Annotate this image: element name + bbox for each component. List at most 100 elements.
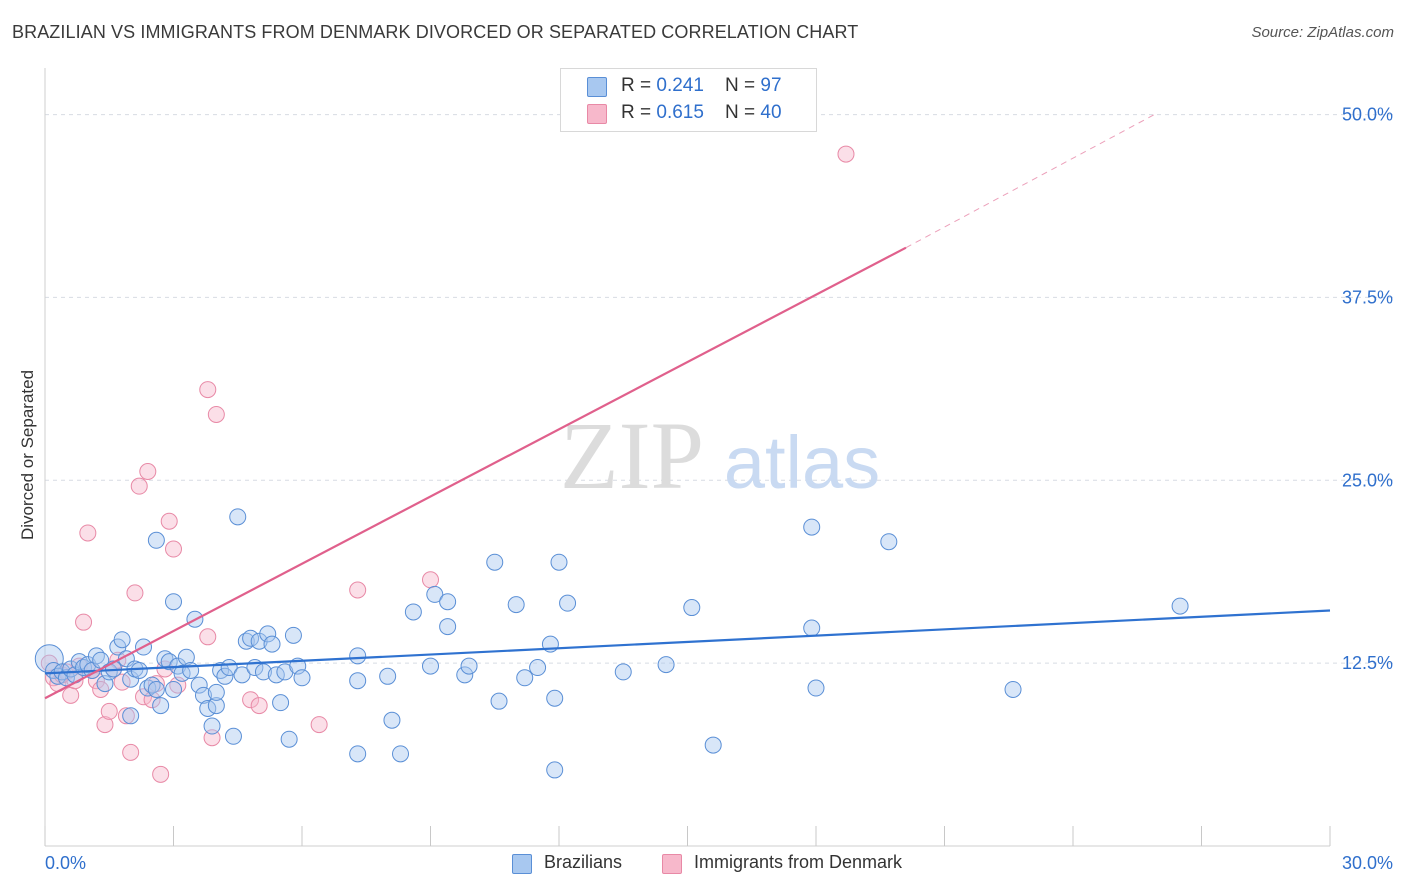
bottom-legend-label: Brazilians	[544, 852, 623, 872]
source-label: Source: ZipAtlas.com	[1251, 24, 1394, 41]
legend-r-value: 0.241	[656, 75, 704, 96]
blue-point	[160, 653, 178, 671]
watermark-zip: ZIP	[560, 402, 704, 509]
blue-point	[529, 659, 547, 677]
bottom-legend-swatch-blue	[512, 854, 532, 874]
pink-point	[165, 540, 182, 558]
blue-point	[254, 663, 272, 681]
legend-n-value: 40	[760, 102, 782, 123]
blue-point	[182, 661, 200, 679]
blue-point	[130, 661, 148, 679]
y-tick-label: 50.0%	[1342, 105, 1393, 125]
blue-point	[229, 508, 247, 526]
watermark-atlas: atlas	[724, 421, 880, 504]
blue-point	[460, 657, 478, 675]
blue-point	[147, 531, 165, 549]
x-tick-label: 30.0%	[1342, 853, 1393, 873]
blue-point	[349, 647, 367, 665]
correlation-legend: R = 0.241 N = 97 R = 0.615 N = 40	[560, 68, 817, 132]
series-brazilians	[34, 508, 1189, 779]
blue-point	[507, 596, 525, 614]
legend-r-value: 0.615	[656, 102, 704, 123]
axes	[44, 68, 1331, 847]
pink-point	[62, 686, 80, 704]
blue-point	[803, 518, 821, 536]
blue-point	[284, 626, 302, 644]
legend-text: R = 0.615 N = 40	[621, 102, 782, 124]
blue-point	[152, 697, 170, 715]
blue-point	[190, 676, 208, 694]
blue-point	[224, 727, 242, 745]
pink-point	[139, 463, 157, 481]
blue-point	[233, 666, 251, 684]
trend-line-brazilians	[44, 609, 1331, 675]
blue-point	[194, 686, 212, 704]
pink-point	[117, 707, 135, 725]
blue-point	[250, 632, 268, 650]
pink-point	[152, 765, 170, 783]
blue-point	[404, 603, 422, 621]
blue-point	[546, 761, 564, 779]
legend-r-label: R =	[621, 102, 657, 123]
blue-point	[147, 680, 165, 698]
pink-point	[100, 702, 118, 720]
blue-point	[490, 692, 508, 710]
blue-point	[259, 625, 277, 643]
blue-point	[657, 656, 675, 674]
blue-point	[550, 553, 568, 571]
blue-point	[349, 745, 367, 763]
blue-point	[422, 657, 439, 675]
legend-text: R = 0.241 N = 97	[621, 75, 782, 97]
legend-r-label: R =	[621, 75, 657, 96]
legend-n-label: N =	[725, 102, 761, 123]
chart-title: BRAZILIAN VS IMMIGRANTS FROM DENMARK DIV…	[12, 22, 859, 42]
blue-point	[207, 683, 225, 701]
y-tick-label: 37.5%	[1342, 287, 1393, 307]
blue-point	[439, 593, 457, 611]
blue-point	[456, 666, 474, 684]
pink-point	[75, 613, 93, 631]
blue-point	[383, 711, 401, 729]
watermark: ZIP atlas	[560, 402, 880, 509]
blue-point	[349, 672, 367, 690]
pink-point	[250, 697, 268, 715]
blue-point	[165, 593, 182, 611]
pink-point	[422, 571, 439, 589]
pink-point	[242, 691, 260, 709]
legend-n-value: 97	[760, 75, 782, 96]
pink-point	[79, 524, 97, 542]
blue-point	[122, 707, 140, 725]
blue-point	[392, 745, 410, 763]
blue-point	[516, 669, 534, 687]
pink-point	[122, 743, 140, 761]
blue-point	[263, 635, 281, 653]
blue-point	[280, 730, 298, 748]
grid-lines	[45, 114, 1395, 664]
pink-point	[199, 628, 217, 646]
trend-lines	[44, 114, 1331, 700]
blue-point	[486, 553, 504, 571]
pink-point	[837, 145, 855, 163]
blue-point	[807, 679, 825, 697]
blue-point	[293, 669, 311, 687]
legend-swatch-pink	[587, 104, 607, 124]
pink-point	[126, 584, 144, 602]
blue-point	[803, 619, 821, 637]
y-tick-label: 12.5%	[1342, 653, 1393, 673]
blue-point	[439, 618, 457, 636]
legend-n-label: N =	[725, 75, 761, 96]
pink-point	[349, 581, 367, 599]
blue-point	[113, 631, 131, 649]
trend-line-denmark	[44, 246, 907, 700]
blue-point	[122, 670, 140, 688]
blue-point	[614, 663, 632, 681]
blue-point	[559, 594, 577, 612]
blue-point	[1004, 680, 1022, 698]
x-tick-label: 0.0%	[45, 853, 86, 873]
blue-point	[546, 689, 564, 707]
blue-point	[704, 736, 722, 754]
blue-point	[203, 717, 221, 735]
pink-point	[160, 512, 178, 530]
pink-point	[203, 729, 221, 747]
